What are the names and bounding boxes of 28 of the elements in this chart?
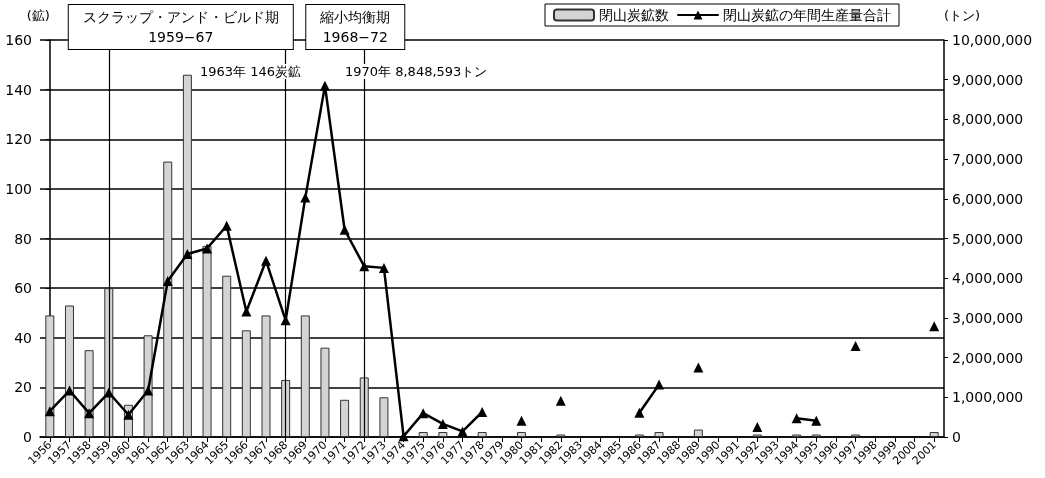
y2-tick-label: 6,000,000 (952, 190, 1024, 207)
y-tick-label: 160 (5, 32, 32, 48)
y-tick-label: 20 (14, 379, 32, 396)
y-tick-label: 80 (14, 230, 32, 247)
y2-tick-label: 8,000,000 (952, 111, 1024, 128)
y-tick-label: 0 (23, 429, 32, 445)
ref-line-label: スクラップ・アンド・ビルド期 1959−67 (82, 9, 279, 45)
y2-tick-label: 4,000,000 (952, 270, 1024, 287)
y-tick-label: 40 (14, 329, 32, 346)
y2-tick-label: 1,000,000 (952, 389, 1024, 406)
y2-tick-label: 9,000,000 (952, 71, 1024, 88)
y2-tick-label: 3,000,000 (952, 309, 1024, 326)
y2-tick-label: 2,000,000 (952, 349, 1024, 366)
y2-tick-label: 7,000,000 (952, 151, 1024, 168)
legend-label: 閉山炭鉱の年間生産量合計 (723, 7, 891, 23)
y-tick-label: 60 (14, 280, 32, 297)
y2-tick-label: 10,000,000 (952, 32, 1033, 48)
annotation: 1970年 8,848,593トン (345, 64, 488, 79)
y2-tick-label: 5,000,000 (952, 230, 1024, 247)
y-tick-label: 100 (5, 180, 32, 197)
y-tick-label: 120 (5, 131, 32, 148)
y-tick-label: 140 (5, 81, 32, 98)
annotation: 1963年 146炭鉱 (200, 64, 302, 79)
y-axis-title: (鉱) (26, 8, 50, 23)
ref-line-label: 縮小均衡期 1968−72 (319, 9, 391, 45)
y2-tick-label: 0 (952, 429, 961, 445)
legend-label: 閉山炭鉱数 (599, 7, 669, 23)
y2-axis-title: (トン) (944, 8, 981, 23)
